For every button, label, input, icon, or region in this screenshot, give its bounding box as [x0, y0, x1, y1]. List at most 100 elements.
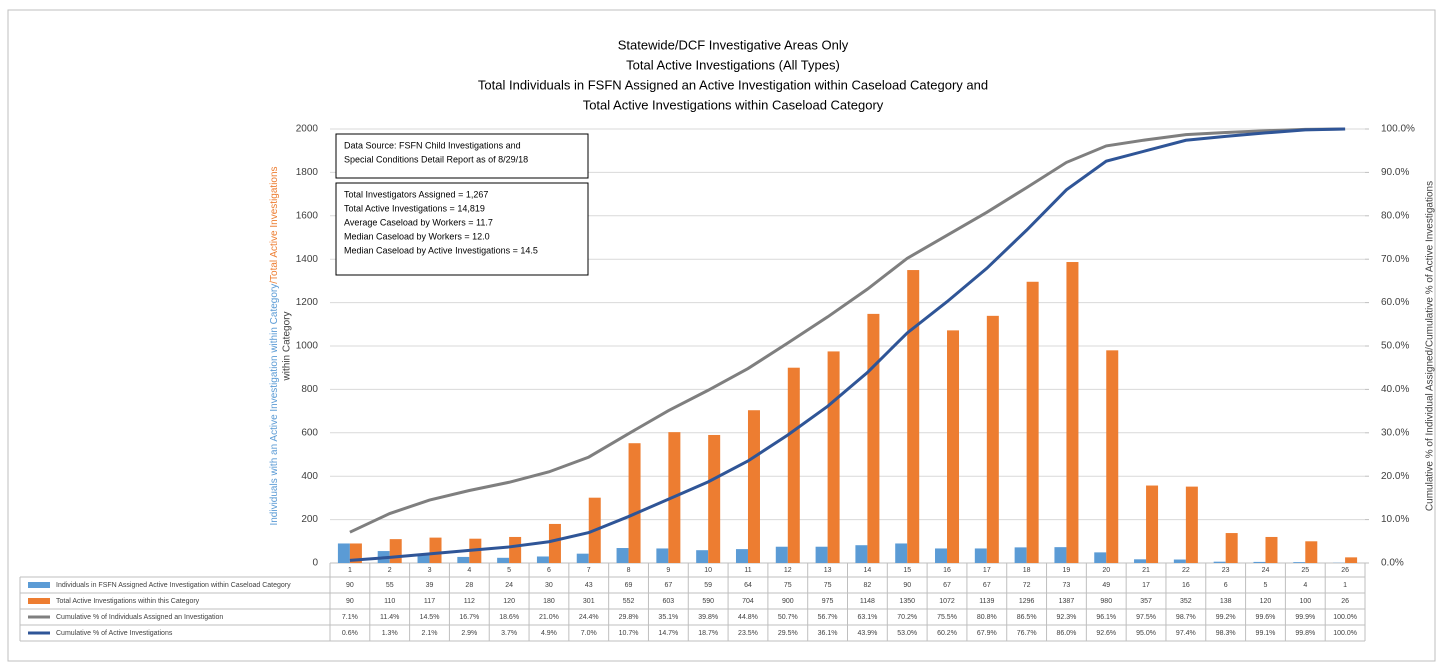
- table-cell: 18.6%: [499, 614, 519, 621]
- bar: [1345, 557, 1357, 563]
- legend-label: Individuals in FSFN Assigned Active Inve…: [56, 582, 291, 589]
- table-cell: 92.6%: [1096, 630, 1116, 637]
- bar: [987, 316, 999, 563]
- table-cell: 1296: [1019, 598, 1035, 605]
- bar: [1265, 537, 1277, 563]
- y-tick-label: 1400: [296, 254, 319, 265]
- table-cell: 43: [585, 582, 593, 589]
- chart-title: Total Individuals in FSFN Assigned an Ac…: [478, 77, 988, 92]
- bar: [1094, 552, 1106, 563]
- x-tick-label: 17: [983, 567, 991, 574]
- table-cell: 603: [663, 598, 675, 605]
- bar: [1134, 559, 1146, 563]
- x-tick-label: 5: [507, 567, 511, 574]
- x-tick-label: 4: [467, 567, 471, 574]
- table-cell: 26: [1341, 598, 1349, 605]
- legend-label: Total Active Investigations within this …: [56, 598, 200, 605]
- table-cell: 14.7%: [658, 630, 678, 637]
- bar: [617, 548, 629, 563]
- bar: [748, 410, 760, 563]
- x-tick-label: 6: [547, 567, 551, 574]
- bar: [1186, 487, 1198, 563]
- y-tick-label: 2000: [296, 124, 319, 135]
- y2-tick-label: 50.0%: [1381, 341, 1409, 352]
- table-cell: 55: [386, 582, 394, 589]
- bar: [1027, 282, 1039, 563]
- table-cell: 6: [1224, 582, 1228, 589]
- table-cell: 21.0%: [539, 614, 559, 621]
- table-cell: 4: [1303, 582, 1307, 589]
- bar: [457, 557, 469, 563]
- x-tick-label: 10: [704, 567, 712, 574]
- bar: [549, 524, 561, 563]
- y2-tick-label: 100.0%: [1381, 124, 1415, 135]
- table-cell: 112: [464, 598, 475, 605]
- bar: [776, 547, 788, 563]
- bar: [788, 368, 800, 563]
- table-cell: 99.1%: [1256, 630, 1276, 637]
- table-cell: 75: [824, 582, 832, 589]
- table-cell: 1072: [939, 598, 955, 605]
- bar: [1066, 262, 1078, 563]
- table-cell: 2.9%: [461, 630, 477, 637]
- bar: [1054, 547, 1066, 563]
- table-cell: 86.5%: [1017, 614, 1037, 621]
- annotation-text: Median Caseload by Active Investigations…: [344, 245, 538, 255]
- bar: [1226, 533, 1238, 563]
- table-cell: 16: [1182, 582, 1190, 589]
- bar: [390, 539, 402, 563]
- table-cell: 357: [1140, 598, 1152, 605]
- x-tick-label: 26: [1341, 567, 1349, 574]
- table-cell: 39: [426, 582, 434, 589]
- table-cell: 100.0%: [1333, 630, 1357, 637]
- y-tick-label: 600: [301, 427, 318, 438]
- bar: [1015, 547, 1027, 563]
- legend-swatch: [28, 582, 50, 588]
- annotation-text: Data Source: FSFN Child Investigations a…: [344, 140, 521, 150]
- table-cell: 7.0%: [581, 630, 597, 637]
- table-cell: 99.2%: [1216, 614, 1236, 621]
- table-cell: 100: [1299, 598, 1311, 605]
- x-tick-label: 9: [666, 567, 670, 574]
- y2-tick-label: 70.0%: [1381, 254, 1409, 265]
- bar: [1214, 562, 1226, 563]
- table-cell: 1.3%: [382, 630, 398, 637]
- table-cell: 75.5%: [937, 614, 957, 621]
- bar: [867, 314, 879, 563]
- table-cell: 7.1%: [342, 614, 358, 621]
- x-tick-label: 21: [1142, 567, 1150, 574]
- table-cell: 70.2%: [897, 614, 917, 621]
- x-tick-label: 23: [1222, 567, 1230, 574]
- table-cell: 29.8%: [619, 614, 639, 621]
- table-cell: 552: [623, 598, 635, 605]
- y2-tick-label: 80.0%: [1381, 210, 1409, 221]
- table-cell: 67.9%: [977, 630, 997, 637]
- table-cell: 1139: [979, 598, 994, 605]
- table-cell: 180: [543, 598, 555, 605]
- table-cell: 69: [625, 582, 633, 589]
- chart-title: Statewide/DCF Investigative Areas Only: [618, 37, 849, 52]
- y2-tick-label: 40.0%: [1381, 384, 1409, 395]
- bar: [430, 538, 442, 563]
- table-cell: 1387: [1059, 598, 1075, 605]
- y-tick-label: 1600: [296, 210, 319, 221]
- table-cell: 2.1%: [422, 630, 438, 637]
- table-cell: 98.7%: [1176, 614, 1196, 621]
- table-cell: 99.8%: [1295, 630, 1315, 637]
- x-tick-label: 19: [1063, 567, 1071, 574]
- table-cell: 28: [465, 582, 473, 589]
- annotation-text: Median Caseload by Workers = 12.0: [344, 231, 490, 241]
- bar: [1174, 560, 1186, 563]
- table-cell: 97.4%: [1176, 630, 1196, 637]
- chart-title: Total Active Investigations within Casel…: [583, 97, 884, 112]
- bar: [828, 351, 840, 563]
- table-cell: 50.7%: [778, 614, 798, 621]
- table-cell: 120: [503, 598, 515, 605]
- table-cell: 14.5%: [420, 614, 440, 621]
- table-cell: 60.2%: [937, 630, 957, 637]
- table-cell: 90: [903, 582, 911, 589]
- table-cell: 64: [744, 582, 752, 589]
- table-cell: 39.8%: [698, 614, 718, 621]
- y-tick-label: 1800: [296, 167, 319, 178]
